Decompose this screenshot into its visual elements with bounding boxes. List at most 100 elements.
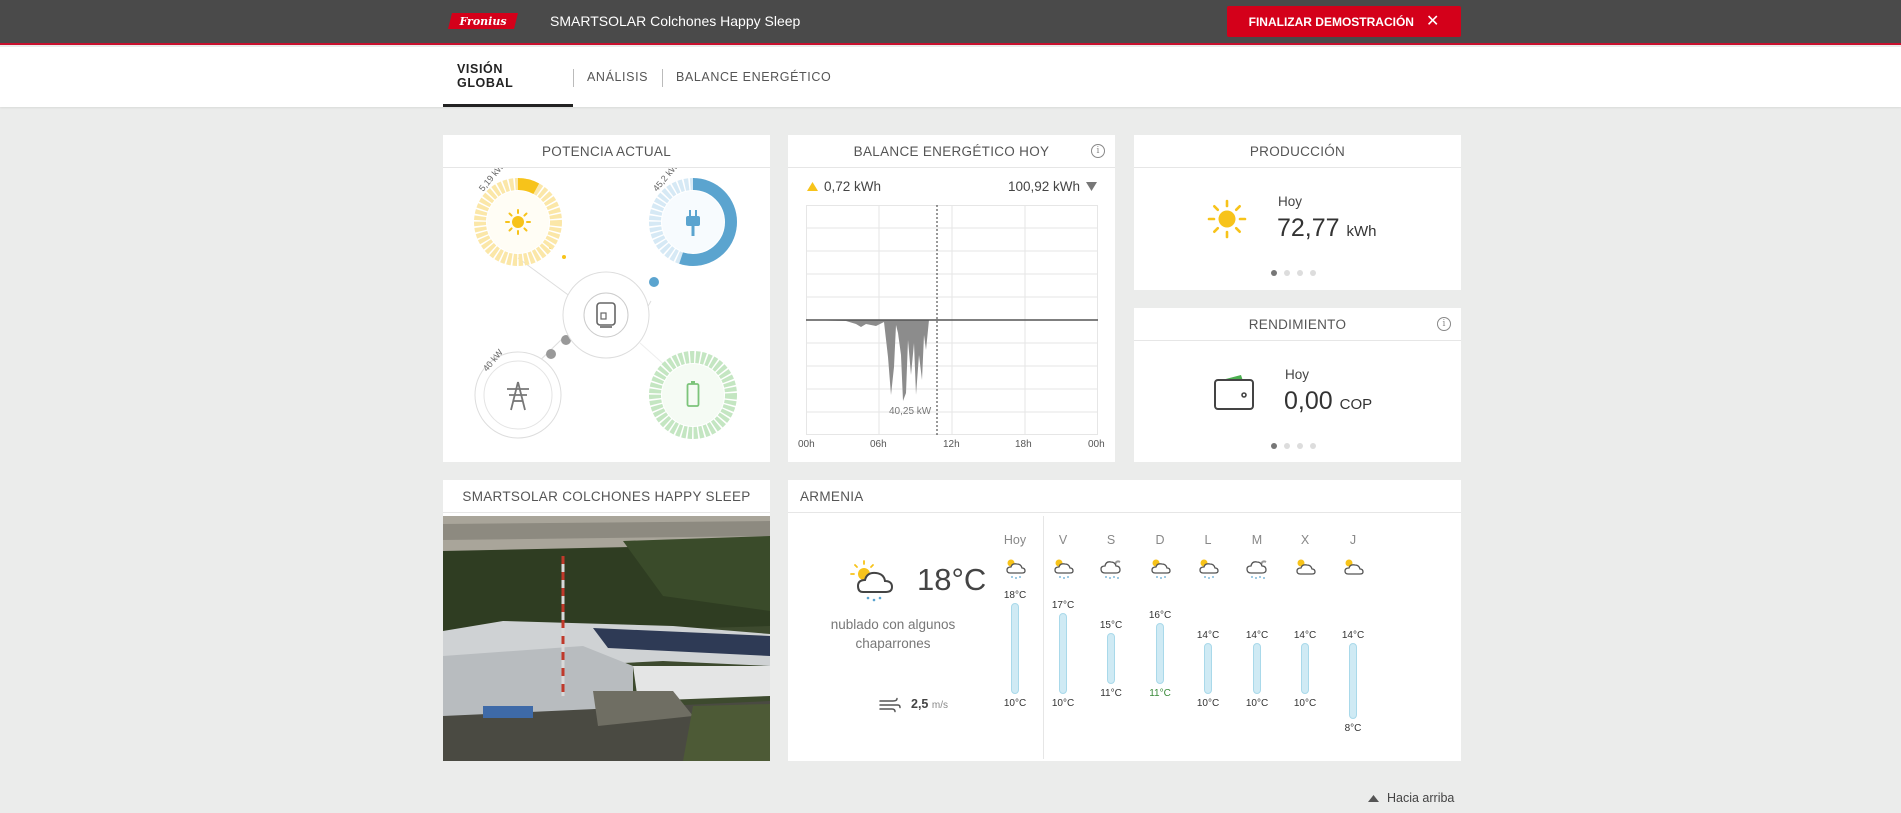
plant-photo[interactable] <box>443 516 770 761</box>
forecast-day-name: M <box>1251 533 1263 547</box>
balance-energetico-card: BALANCE ENERGÉTICO HOY i 0,72 kWh 100,92… <box>788 135 1115 462</box>
page-dot[interactable] <box>1310 443 1316 449</box>
produccion-card[interactable]: PRODUCCIÓN Hoy 72,77 kWh <box>1134 135 1461 290</box>
rendimiento-card[interactable]: RENDIMIENTO i Hoy 0,00 COP <box>1134 308 1461 462</box>
page-dot[interactable] <box>1297 270 1303 276</box>
forecast-temp-bar <box>1156 623 1164 684</box>
grid-flow-dot <box>546 349 556 359</box>
page-dot[interactable] <box>1271 443 1277 449</box>
tab-balance-energetico[interactable]: BALANCE ENERGÉTICO <box>676 47 831 107</box>
sun-cloud-rain-icon <box>1006 559 1026 579</box>
wind-value: 2,5 <box>911 697 929 711</box>
forecast-temp-bar <box>1204 643 1212 694</box>
forecast-day-name: L <box>1204 533 1212 547</box>
close-icon: ✕ <box>1425 12 1440 30</box>
tab-divider <box>573 69 574 87</box>
forecast-max: 15°C <box>1099 620 1123 631</box>
forecast-min: 8°C <box>1344 723 1362 734</box>
page-dot[interactable] <box>1284 443 1290 449</box>
weather-card: ARMENIA 18°C nublado con algunos chaparr… <box>788 480 1461 761</box>
info-icon[interactable]: i <box>1091 144 1105 158</box>
sun-icon <box>1207 199 1247 239</box>
plug-icon <box>686 210 700 236</box>
cloud-rain-icon <box>1246 560 1267 579</box>
triangle-up-icon <box>807 182 818 191</box>
forecast-min: 11°C <box>1149 688 1171 699</box>
balance-down: 100,92 kWh <box>1008 179 1097 194</box>
tab-divider <box>662 69 663 87</box>
plant-card: SMARTSOLAR COLCHONES HAPPY SLEEP <box>443 480 770 761</box>
page-dot[interactable] <box>1297 443 1303 449</box>
rendimiento-value: 0,00 COP <box>1284 387 1372 416</box>
forecast-min: 10°C <box>1293 698 1317 709</box>
plant-aerial-image <box>443 516 770 761</box>
balance-up: 0,72 kWh <box>807 179 881 194</box>
card-title: ARMENIA <box>788 480 1461 513</box>
x-tick: 12h <box>943 439 960 450</box>
triangle-down-icon <box>1086 182 1097 191</box>
produccion-period: Hoy <box>1278 194 1303 209</box>
forecast-min: 10°C <box>1051 698 1075 709</box>
back-to-top-link[interactable]: Hacia arriba <box>1368 791 1454 805</box>
balance-chart[interactable]: 40,25 kW <box>806 205 1098 435</box>
forecast-temp-bar <box>1301 643 1309 694</box>
forecast-temp-bar <box>1349 643 1357 719</box>
info-icon[interactable]: i <box>1437 317 1451 331</box>
grid-tower-icon <box>507 381 529 411</box>
svg-text:Fronius: Fronius <box>458 15 506 28</box>
forecast-min: 10°C <box>1003 698 1027 709</box>
x-tick: 18h <box>1015 439 1032 450</box>
forecast-temp-bar <box>1253 643 1261 694</box>
solar-flow-dot <box>562 255 566 259</box>
wind-unit: m/s <box>931 700 948 711</box>
balance-down-value: 100,92 kWh <box>1007 179 1080 194</box>
forecast-day-name: V <box>1058 533 1068 547</box>
peak-label: 40,25 kW <box>889 406 932 417</box>
x-tick: 00h <box>1088 439 1105 450</box>
sun-cloud-icon <box>1296 559 1316 575</box>
power-flow-diagram: 5,19 kW 45,2 kW <box>474 168 737 439</box>
sun-cloud-rain-icon <box>1199 559 1219 579</box>
page-dot[interactable] <box>1310 270 1316 276</box>
inverter-icon <box>596 302 616 328</box>
grid-flow-dot <box>561 335 571 345</box>
forecast-max: 17°C <box>1051 600 1075 611</box>
tab-vision-global[interactable]: VISIÓN GLOBAL <box>443 47 573 107</box>
card-title: PRODUCCIÓN <box>1134 135 1461 168</box>
tab-label: BALANCE ENERGÉTICO <box>676 70 832 84</box>
sun-icon <box>505 209 531 235</box>
tab-analisis[interactable]: ANÁLISIS <box>587 47 648 107</box>
consumption-area <box>806 320 929 401</box>
forecast-day-name: Hoy <box>1003 533 1027 547</box>
balance-up-value: 0,72 kWh <box>824 179 882 194</box>
cloud-rain-icon <box>1100 560 1121 579</box>
forecast-day-name: S <box>1106 533 1116 547</box>
forecast-min: 10°C <box>1245 698 1269 709</box>
forecast-min: 11°C <box>1100 688 1122 699</box>
card-title: SMARTSOLAR COLCHONES HAPPY SLEEP <box>443 480 770 513</box>
wallet-icon <box>1214 375 1254 410</box>
sun-cloud-rain-icon <box>1054 559 1074 579</box>
rendimiento-period: Hoy <box>1285 367 1310 382</box>
chart-grid <box>806 205 1098 435</box>
top-bar: Fronius SMARTSOLAR Colchones Happy Sleep… <box>0 0 1901 45</box>
load-flow-dot <box>649 277 659 287</box>
tab-bar: VISIÓN GLOBAL ANÁLISIS BALANCE ENERGÉTIC… <box>0 47 1901 107</box>
produccion-value: 72,77 kWh <box>1277 214 1377 243</box>
produccion-unit: kWh <box>1346 223 1377 240</box>
forecast-day-name: J <box>1349 533 1357 547</box>
tab-label: VISIÓN GLOBAL <box>457 61 514 90</box>
end-demo-button[interactable]: FINALIZAR DEMOSTRACIÓN ✕ <box>1227 6 1461 37</box>
forecast-temp-bar <box>1107 633 1115 684</box>
card-title: BALANCE ENERGÉTICO HOY <box>788 135 1115 168</box>
tab-label: ANÁLISIS <box>587 70 649 84</box>
end-demo-label: FINALIZAR DEMOSTRACIÓN <box>1248 14 1414 29</box>
page-dot[interactable] <box>1271 270 1277 276</box>
battery-gauge[interactable] <box>649 351 737 439</box>
fronius-logo[interactable]: Fronius <box>446 12 520 30</box>
forecast-temp-bar <box>1059 613 1067 694</box>
page-dots <box>1271 270 1316 276</box>
forecast-max: 14°C <box>1245 630 1269 641</box>
weather-divider <box>1043 516 1044 759</box>
page-dot[interactable] <box>1284 270 1290 276</box>
